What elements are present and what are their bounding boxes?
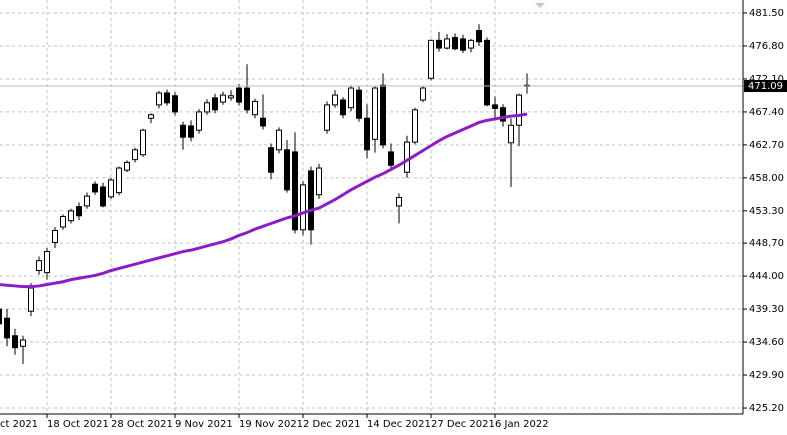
candle-body: [92, 183, 98, 193]
candle-body: [268, 147, 274, 173]
candle-body: [484, 39, 490, 106]
candle-body: [348, 87, 354, 109]
y-tick-label: 467.40: [749, 107, 784, 118]
candle-body: [164, 92, 170, 104]
candle-body: [20, 339, 26, 347]
candle-body: [468, 39, 474, 49]
candle-body: [196, 111, 202, 131]
y-tick-label: 462.70: [749, 140, 784, 151]
candle-body: [404, 141, 410, 173]
candle-body: [28, 287, 34, 312]
candle-body: [380, 84, 386, 146]
candle-body: [340, 99, 346, 116]
candle-body: [228, 95, 234, 99]
candle-body: [4, 317, 10, 339]
candle-body: [100, 186, 106, 207]
x-tick-label: 19 Nov 2021: [239, 419, 303, 430]
candle-body: [356, 89, 362, 119]
candle-body: [372, 87, 378, 140]
x-tick-label: 28 Oct 2021: [111, 419, 173, 430]
candle-body: [132, 149, 138, 161]
candle-body: [460, 38, 466, 51]
y-tick-label: 429.90: [749, 370, 784, 381]
x-tick-label: 6 Jan 2022: [495, 419, 549, 430]
y-tick-label: 448.70: [749, 238, 784, 249]
candle-body: [492, 104, 498, 109]
shift-marker: [535, 3, 545, 8]
candle-body: [36, 260, 42, 272]
candle-body: [388, 151, 394, 166]
y-tick-label: 425.20: [749, 403, 784, 414]
candle-body: [508, 124, 514, 144]
candle-body: [220, 94, 226, 103]
candle-body: [52, 230, 58, 243]
y-tick-label: 444.00: [749, 271, 784, 282]
candle-body: [316, 167, 322, 196]
candle-body: [44, 251, 50, 274]
candle-body: [324, 104, 330, 131]
candle-body: [76, 206, 82, 217]
x-tick-label: 2 Dec 2021: [303, 419, 361, 430]
candle-body: [0, 308, 2, 325]
candle-body: [396, 197, 402, 207]
candle-body: [452, 37, 458, 50]
candle-body: [412, 109, 418, 143]
x-tick-label: 18 Oct 2021: [47, 419, 109, 430]
candle-body: [428, 39, 434, 79]
candle-body: [68, 210, 74, 222]
candle-body: [420, 87, 426, 101]
x-tick-label: 27 Dec 2021: [431, 419, 495, 430]
candle-body: [260, 117, 266, 127]
candle-body: [172, 95, 178, 113]
y-tick-label: 434.60: [749, 337, 784, 348]
candle-body: [516, 94, 522, 126]
candle-body: [444, 38, 450, 49]
x-tick-label: ct 2021: [0, 419, 38, 430]
candle-body: [236, 87, 242, 103]
candle-body: [116, 167, 122, 194]
candle-body: [244, 87, 250, 111]
candle-body: [476, 30, 482, 43]
y-tick-label: 458.00: [749, 173, 784, 184]
candle-body: [204, 102, 210, 113]
y-tick-label: 476.80: [749, 41, 784, 52]
y-tick-label: 453.30: [749, 206, 784, 217]
last-price-box: [744, 80, 787, 93]
candle-body: [12, 335, 18, 349]
y-tick-label: 481.50: [749, 8, 784, 19]
candle-body: [332, 94, 338, 106]
moving-average: [0, 112, 528, 289]
candle-body: [284, 149, 290, 191]
candle-body: [108, 179, 114, 198]
candle-body: [156, 92, 162, 106]
candle-body: [252, 100, 258, 116]
y-tick-label: 439.30: [749, 304, 784, 315]
candle-body: [500, 107, 506, 122]
candle-body: [364, 117, 370, 151]
candle-body: [180, 124, 186, 138]
candle-body: [292, 151, 298, 231]
y-tick-label: 472.10: [749, 74, 784, 85]
last-price-label: 471.09: [748, 81, 783, 92]
candle-body: [308, 170, 314, 231]
candle-body: [60, 215, 66, 228]
candle-body: [148, 114, 154, 119]
x-tick-label: 14 Dec 2021: [367, 419, 431, 430]
candle-body: [212, 97, 218, 111]
candle-body: [276, 129, 282, 151]
candle-body: [300, 184, 306, 231]
x-tick-label: 9 Nov 2021: [175, 419, 233, 430]
candle-body: [140, 129, 146, 156]
candle-body: [436, 39, 442, 49]
candle-body: [124, 161, 130, 171]
candle-body: [84, 195, 90, 207]
candle-body: [188, 125, 194, 138]
